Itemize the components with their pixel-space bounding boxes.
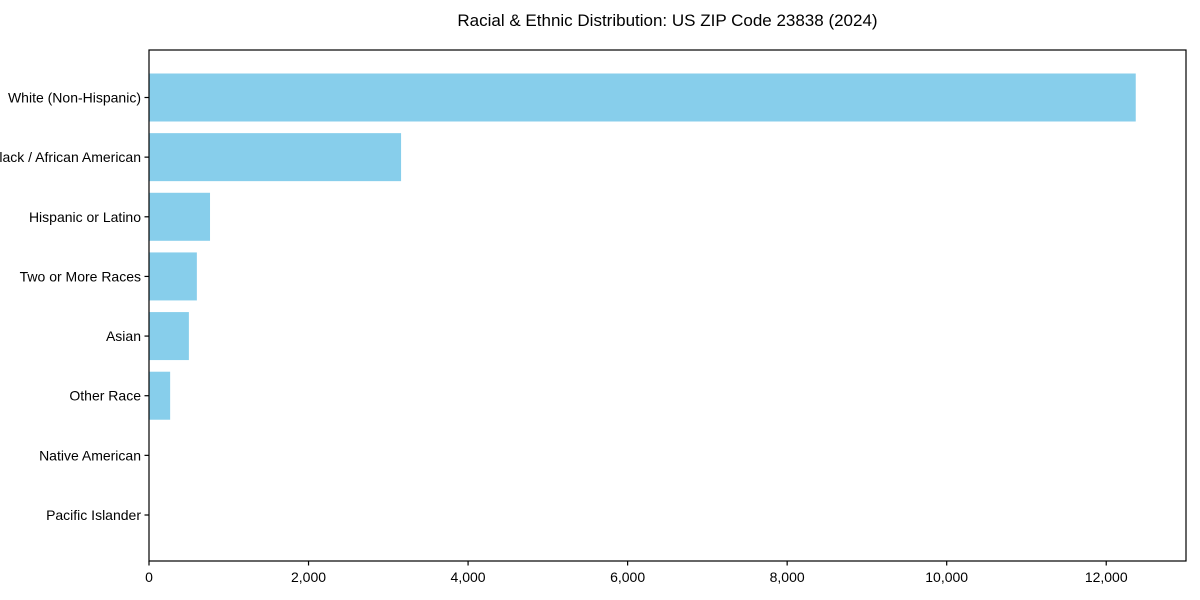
y-axis-label-white-non-hispanic: White (Non-Hispanic) bbox=[8, 90, 141, 106]
y-axis-label-two-or-more-races: Two or More Races bbox=[20, 268, 141, 284]
x-tick-label: 10,000 bbox=[925, 569, 968, 585]
x-tick-label: 2,000 bbox=[291, 569, 326, 585]
bar-black-african-american bbox=[149, 133, 402, 182]
y-axis-label-black-african-american: Black / African American bbox=[0, 149, 141, 165]
x-tick-label: 12,000 bbox=[1085, 569, 1128, 585]
x-tick-label: 0 bbox=[145, 569, 153, 585]
x-tick-label: 8,000 bbox=[770, 569, 805, 585]
bar-hispanic-or-latino bbox=[149, 192, 211, 241]
bar-two-or-more-races bbox=[149, 252, 197, 301]
bar-white-non-hispanic bbox=[149, 73, 1136, 122]
y-axis-label-other-race: Other Race bbox=[69, 388, 141, 404]
x-tick-label: 4,000 bbox=[451, 569, 486, 585]
bar-asian bbox=[149, 312, 189, 361]
y-axis-label-native-american: Native American bbox=[39, 447, 141, 463]
y-axis-label-hispanic-or-latino: Hispanic or Latino bbox=[29, 209, 141, 225]
y-axis-label-pacific-islander: Pacific Islander bbox=[46, 507, 141, 523]
x-tick-label: 6,000 bbox=[610, 569, 645, 585]
plot-border bbox=[148, 49, 1187, 562]
y-axis-label-asian: Asian bbox=[106, 328, 141, 344]
bar-other-race bbox=[149, 371, 171, 420]
chart-title: Racial & Ethnic Distribution: US ZIP Cod… bbox=[457, 11, 878, 30]
